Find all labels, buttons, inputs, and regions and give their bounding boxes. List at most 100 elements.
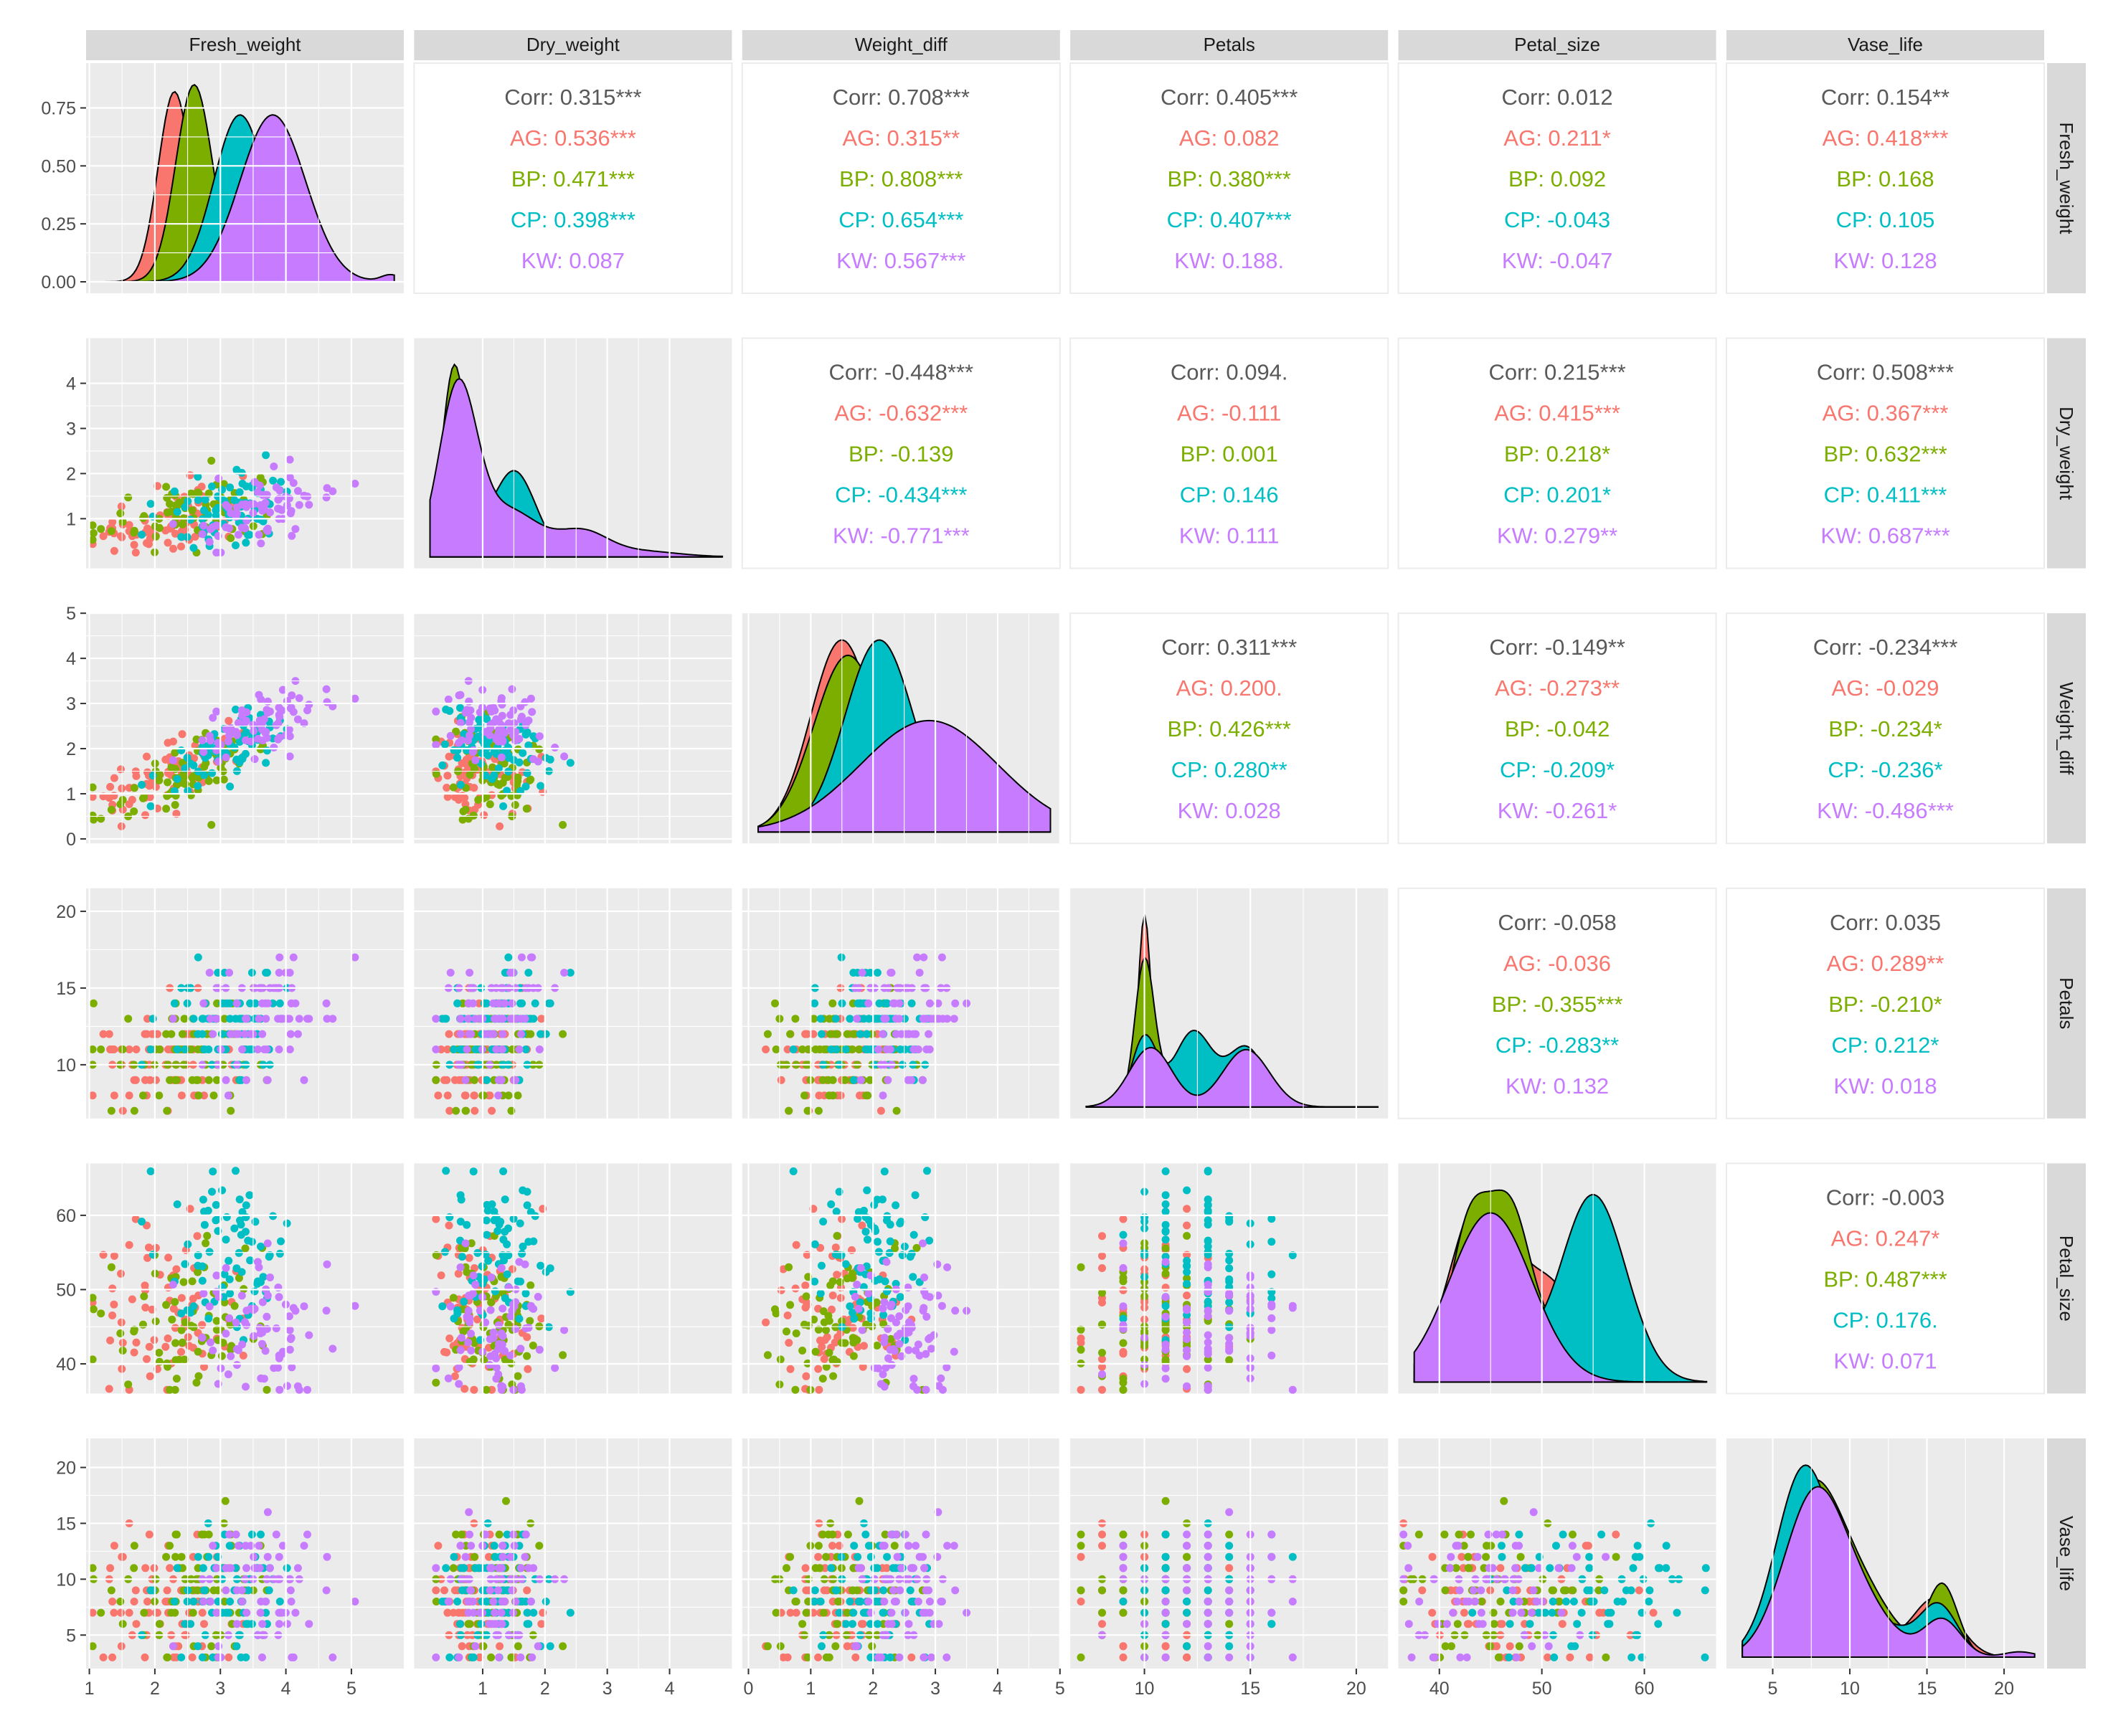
point-kw <box>247 737 255 746</box>
point-cp <box>177 533 186 541</box>
point-cp <box>194 495 202 504</box>
point-bp <box>178 1030 186 1038</box>
point-cp <box>469 1653 478 1661</box>
point-ag <box>186 1205 194 1213</box>
point-kw <box>241 524 249 533</box>
point-kw <box>890 1598 899 1605</box>
point-bp <box>1496 1598 1505 1605</box>
corr-group-label: AG: 0.200. <box>1176 675 1282 701</box>
point-ag <box>1161 1642 1170 1651</box>
point-cp <box>173 508 181 516</box>
point-bp <box>155 1620 164 1628</box>
point-cp <box>1161 1586 1170 1595</box>
point-ag <box>1077 1598 1085 1605</box>
strip-right-label: Petal_size <box>2056 1235 2077 1322</box>
point-ag <box>106 1336 115 1344</box>
corr-overall-label: Corr: 0.405*** <box>1161 85 1298 110</box>
point-ag <box>1077 1385 1085 1394</box>
point-ag <box>508 1265 516 1273</box>
point-kw <box>1119 1321 1128 1329</box>
point-kw <box>232 1530 240 1539</box>
point-kw <box>305 1620 313 1628</box>
point-cp <box>189 1015 198 1023</box>
point-kw <box>933 1552 942 1561</box>
point-bp <box>118 1045 127 1053</box>
point-cp <box>189 1598 198 1605</box>
point-ag <box>146 793 154 802</box>
point-kw <box>1529 1586 1538 1595</box>
point-cp <box>442 1167 450 1175</box>
point-kw <box>895 1339 904 1348</box>
point-bp <box>1399 1586 1408 1595</box>
corr-group-label: BP: -0.234* <box>1828 716 1942 741</box>
point-ag <box>785 1339 793 1347</box>
point-bp <box>791 1385 800 1394</box>
point-kw <box>486 1306 495 1314</box>
point-ag <box>128 1295 136 1304</box>
point-ag <box>445 1106 454 1115</box>
point-cp <box>484 737 493 746</box>
point-bp <box>227 1345 235 1354</box>
point-cp <box>854 1215 862 1223</box>
point-kw <box>289 708 298 716</box>
point-cp <box>1629 1564 1637 1573</box>
point-ag <box>117 1318 126 1327</box>
point-bp <box>803 1106 812 1115</box>
point-kw <box>291 999 300 1007</box>
point-cp <box>816 1289 825 1298</box>
point-ag <box>164 1253 173 1262</box>
point-bp <box>124 493 133 502</box>
corr-group-label: CP: 0.146 <box>1180 483 1279 508</box>
point-cp <box>499 1167 508 1175</box>
point-cp <box>186 1620 195 1628</box>
point-kw <box>254 1045 262 1053</box>
point-kw <box>446 1302 455 1311</box>
point-cp <box>494 764 503 772</box>
point-bp <box>220 1015 229 1023</box>
point-kw <box>526 694 535 703</box>
point-kw <box>529 755 538 764</box>
point-bp <box>1225 1530 1234 1539</box>
point-bp <box>1465 1564 1473 1573</box>
point-cp <box>491 1287 499 1296</box>
point-kw <box>205 1302 214 1311</box>
point-cp <box>212 1200 220 1209</box>
point-bp <box>819 1608 828 1617</box>
point-bp <box>800 1091 808 1100</box>
point-kw <box>492 1620 501 1628</box>
point-cp <box>901 1045 909 1053</box>
point-bp <box>820 1045 828 1053</box>
point-bp <box>462 1106 471 1115</box>
point-ag <box>443 1045 452 1053</box>
point-kw <box>303 1015 311 1023</box>
strip-right-label: Petals <box>2056 977 2077 1029</box>
point-bp <box>1612 1552 1620 1561</box>
point-kw <box>234 1542 242 1550</box>
point-ag <box>537 1314 546 1323</box>
point-cp <box>1267 1620 1276 1628</box>
point-ag <box>445 1221 453 1230</box>
point-kw <box>506 969 515 977</box>
point-kw <box>293 1030 302 1038</box>
corr-overall-label: Corr: 0.708*** <box>833 85 970 110</box>
point-cp <box>226 1015 235 1023</box>
point-kw <box>1456 1653 1465 1661</box>
point-kw <box>225 969 234 977</box>
point-cp <box>873 1620 882 1628</box>
point-bp <box>164 1653 172 1661</box>
point-kw <box>1204 1306 1212 1315</box>
point-ag <box>117 765 125 774</box>
point-kw <box>250 500 258 508</box>
point-kw <box>285 969 294 977</box>
point-kw <box>1512 1653 1521 1661</box>
point-kw <box>1225 1347 1234 1355</box>
point-kw <box>524 1564 533 1573</box>
point-ag <box>783 1312 792 1319</box>
point-kw <box>198 530 207 539</box>
point-kw <box>278 1542 287 1550</box>
point-ag <box>848 1246 856 1254</box>
point-kw <box>1204 1363 1212 1372</box>
point-kw <box>351 953 359 962</box>
